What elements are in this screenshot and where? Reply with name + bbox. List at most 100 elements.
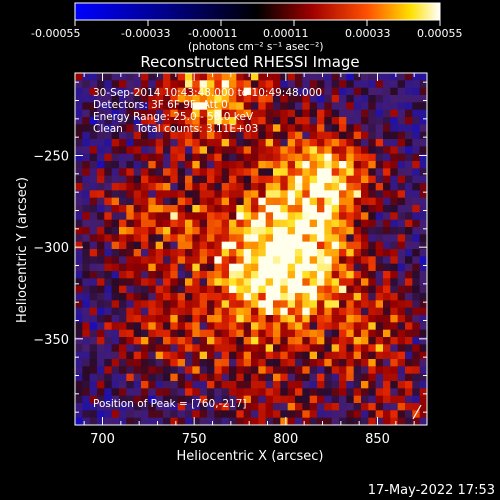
heatmap-cell (317, 175, 325, 184)
heatmap-cell (339, 322, 347, 331)
heatmap-cell (280, 315, 289, 323)
heatmap-cell (383, 344, 391, 353)
heatmap-cell (361, 285, 369, 294)
heatmap-cell (295, 227, 303, 235)
heatmap-cell (346, 95, 355, 103)
heatmap-cell (185, 271, 193, 279)
heatmap-cell (111, 307, 120, 316)
heatmap-cell (280, 344, 289, 353)
heatmap-cell (192, 381, 201, 389)
heatmap-cell (353, 219, 362, 228)
heatmap-cell (97, 417, 105, 426)
heatmap-cell (75, 73, 83, 81)
heatmap-cell (243, 329, 252, 338)
heatmap-cell (353, 344, 362, 353)
heatmap-cell (309, 359, 318, 367)
heatmap-cell (317, 388, 325, 397)
heatmap-cell (236, 197, 245, 206)
heatmap-cell (309, 234, 318, 243)
heatmap-cell (287, 234, 296, 243)
heatmap-cell (353, 403, 362, 411)
heatmap-cell (214, 117, 223, 125)
heatmap-cell (170, 417, 179, 426)
heatmap-cell (236, 161, 245, 169)
heatmap-cell (75, 117, 83, 125)
heatmap-cell (170, 73, 179, 81)
heatmap-cell (265, 219, 274, 228)
heatmap-cell (302, 256, 311, 265)
heatmap-cell (133, 102, 142, 111)
heatmap-cell (405, 263, 413, 272)
heatmap-cell (339, 80, 347, 89)
heatmap-cell (419, 241, 428, 250)
heatmap-cell (75, 227, 83, 235)
heatmap-cell (251, 124, 259, 133)
heatmap-cell (368, 95, 377, 103)
heatmap-cell (353, 212, 362, 221)
heatmap-cell (199, 168, 208, 177)
heatmap-cell (287, 197, 296, 206)
heatmap-cell (383, 95, 391, 103)
heatmap-cell (185, 190, 193, 199)
heatmap-cell (412, 139, 421, 147)
heatmap-cell (339, 307, 347, 316)
heatmap-cell (368, 80, 377, 89)
heatmap-cell (111, 293, 120, 301)
heatmap-cell (339, 241, 347, 250)
heatmap-cell (133, 153, 142, 162)
heatmap-cell (353, 366, 362, 375)
heatmap-cell (111, 271, 120, 279)
heatmap-cell (302, 351, 311, 360)
heatmap-cell (346, 227, 355, 235)
heatmap-cell (75, 315, 83, 323)
heatmap-cell (126, 205, 135, 213)
heatmap-cell (361, 249, 369, 257)
heatmap-cell (119, 153, 127, 162)
heatmap-cell (302, 278, 311, 287)
heatmap-cell (104, 263, 113, 272)
heatmap-cell (236, 366, 245, 375)
heatmap-cell (170, 315, 179, 323)
heatmap-cell (361, 322, 369, 331)
heatmap-cell (331, 87, 340, 96)
heatmap-cell (295, 109, 303, 118)
heatmap-cell (119, 388, 127, 397)
heatmap-cell (419, 205, 428, 213)
heatmap-cell (368, 315, 377, 323)
heatmap-cell (405, 307, 413, 316)
heatmap-cell (133, 109, 142, 118)
heatmap-cell (412, 351, 421, 360)
heatmap-cell (287, 146, 296, 155)
heatmap-cell (170, 403, 179, 411)
heatmap-cell (148, 373, 157, 382)
heatmap-cell (148, 183, 157, 191)
heatmap-cell (302, 131, 311, 140)
heatmap-cell (163, 205, 171, 213)
heatmap-cell (273, 109, 281, 118)
heatmap-cell (97, 175, 105, 184)
heatmap-cell (155, 219, 164, 228)
heatmap-cell (295, 146, 303, 155)
heatmap-cell (97, 395, 105, 404)
heatmap-cell (207, 315, 215, 323)
heatmap-cell (265, 139, 274, 147)
heatmap-cell (111, 146, 120, 155)
heatmap-cell (111, 212, 120, 221)
heatmap-cell (251, 315, 259, 323)
heatmap-cell (265, 263, 274, 272)
heatmap-cell (346, 307, 355, 316)
heatmap-cell (273, 139, 281, 147)
heatmap-cell (361, 359, 369, 367)
heatmap-cell (192, 190, 201, 199)
heatmap-cell (397, 131, 406, 140)
heatmap-cell (361, 241, 369, 250)
heatmap-cell (375, 153, 384, 162)
heatmap-cell (324, 241, 333, 250)
heatmap-cell (339, 117, 347, 125)
heatmap-cell (302, 234, 311, 243)
heatmap-cell (221, 146, 230, 155)
heatmap-cell (324, 344, 333, 353)
heatmap-cell (163, 183, 171, 191)
heatmap-cell (324, 190, 333, 199)
heatmap-cell (207, 227, 215, 235)
